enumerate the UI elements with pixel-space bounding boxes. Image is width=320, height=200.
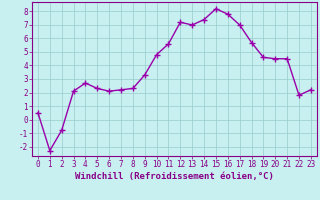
X-axis label: Windchill (Refroidissement éolien,°C): Windchill (Refroidissement éolien,°C) bbox=[75, 172, 274, 181]
